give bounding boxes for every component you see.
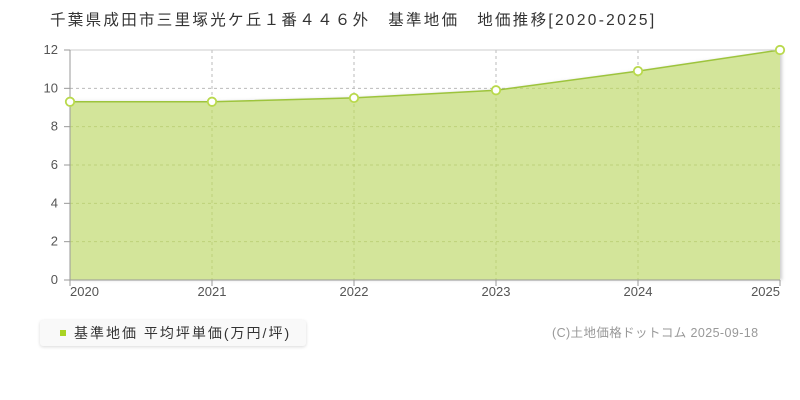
svg-text:6: 6 <box>51 157 58 172</box>
svg-text:2021: 2021 <box>198 284 227 299</box>
svg-text:8: 8 <box>51 119 58 134</box>
svg-text:2022: 2022 <box>340 284 369 299</box>
svg-text:2: 2 <box>51 234 58 249</box>
svg-text:0: 0 <box>51 272 58 287</box>
svg-text:2023: 2023 <box>482 284 511 299</box>
svg-text:10: 10 <box>44 80 58 95</box>
svg-text:2025: 2025 <box>751 284 780 299</box>
svg-text:12: 12 <box>44 42 58 57</box>
svg-text:2020: 2020 <box>70 284 99 299</box>
svg-text:2024: 2024 <box>624 284 653 299</box>
svg-text:4: 4 <box>51 195 58 210</box>
